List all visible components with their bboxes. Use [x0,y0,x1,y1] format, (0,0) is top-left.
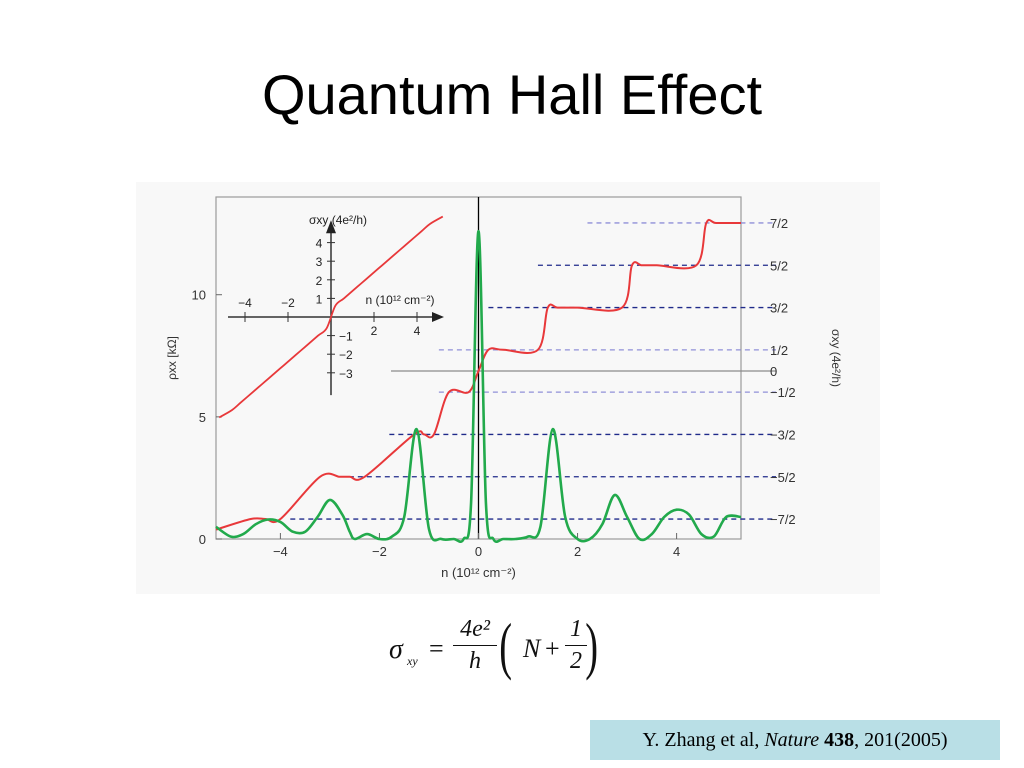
y-tick-label-right: −1/2 [770,385,796,400]
y-tick-label-right: −7/2 [770,512,796,527]
formula-numerator: 4e² [460,616,490,642]
slide-title: Quantum Hall Effect [261,63,763,126]
formula-half-denominator: 2 [570,648,582,674]
y-axis-label-left: ρxx [kΩ] [165,336,179,380]
x-tick-label: 2 [574,544,581,559]
x-tick-label: −2 [372,544,387,559]
citation-pages: , 201(2005) [854,729,948,751]
inset-x-axis-label: n (10¹² cm⁻²) [366,293,435,307]
x-tick-label: −4 [273,544,288,559]
inset-y-tick-label: 1 [316,292,323,306]
y-axis-label-right: σxy (4e²/h) [829,329,843,387]
y-tick-label-left: 10 [192,288,206,303]
inset-y-arrow [326,220,336,234]
y-tick-label-left: 5 [199,410,206,425]
y-tick-label-left: 0 [199,532,206,547]
y-tick-label-right: 5/2 [770,258,788,273]
formula-fraction-bar [453,645,497,646]
inset-y-tick-label: 4 [316,237,323,251]
formula-close-paren: ) [585,610,599,681]
formula-open-paren: ( [499,610,513,681]
inset-y-tick-label: −2 [339,348,353,362]
quantum-hall-chart: −4 −2 0 2 4 0 5 10 7/2 5/2 3/2 1/2 0 −1/2 −3/2 −5/2 −7/2… [165,196,843,580]
formula-N: N [523,634,541,663]
inset-y-tick-label: 2 [316,274,323,288]
formula-equals: = [429,634,444,663]
citation-box: Y. Zhang et al, Nature 438, 201(2005) [590,720,1000,760]
inset-x-tick-label: 4 [414,324,421,338]
y-tick-label-right: 3/2 [770,301,788,316]
y-tick-label-right: −5/2 [770,470,796,485]
rho-xx-trace [215,229,742,543]
citation-authors: Y. Zhang et al, [642,729,765,751]
formula-sigma-subscript: xy [407,654,418,668]
inset-x-arrow [432,312,444,322]
x-tick-label: 0 [475,544,482,559]
inset-y-axis-label: σxy (4e²/h) [309,213,367,227]
formula-half-bar [565,645,587,646]
formula-sigma: σ [389,634,403,665]
main-plot: −4 −2 0 2 4 0 5 10 7/2 5/2 3/2 1/2 0 −1/2 −3/2 −5/2 −7/2… [165,196,843,580]
y-tick-label-right: 1/2 [770,343,788,358]
citation-volume: 438 [824,729,855,751]
inset-y-tick-label: 3 [316,255,323,269]
x-axis-label: n (10¹² cm⁻²) [441,565,516,580]
inset-plot: −4 −2 2 4 4 3 2 1 −1 −2 −3 σxy (4e²/h) n (10¹² cm⁻²) [218,213,444,419]
y-tick-label-right: 0 [770,364,777,379]
formula-plus: + [545,634,560,663]
sigma-xy-formula: σ xy = 4e² h ( N + 1 2 ) [385,612,605,686]
y-tick-label-right: −3/2 [770,427,796,442]
inset-x-tick-label: −2 [281,296,295,310]
inset-x-tick-label: −4 [238,296,252,310]
y-tick-label-right: 7/2 [770,216,788,231]
inset-x-tick-label: 2 [371,324,378,338]
inset-y-tick-label: −3 [339,367,353,381]
formula-denominator: h [469,648,481,674]
figure-panel: −4 −2 0 2 4 0 5 10 7/2 5/2 3/2 1/2 0 −1/2 −3/2 −5/2 −7/2… [136,182,880,594]
formula-half-numerator: 1 [570,616,582,642]
x-tick-label: 4 [673,544,680,559]
formula-fraction: 4e² h [453,616,497,675]
inset-sigma-xy-trace [218,215,444,419]
citation-journal: Nature [764,729,820,751]
inset-y-tick-label: −1 [339,330,353,344]
formula-half: 1 2 [565,616,587,675]
